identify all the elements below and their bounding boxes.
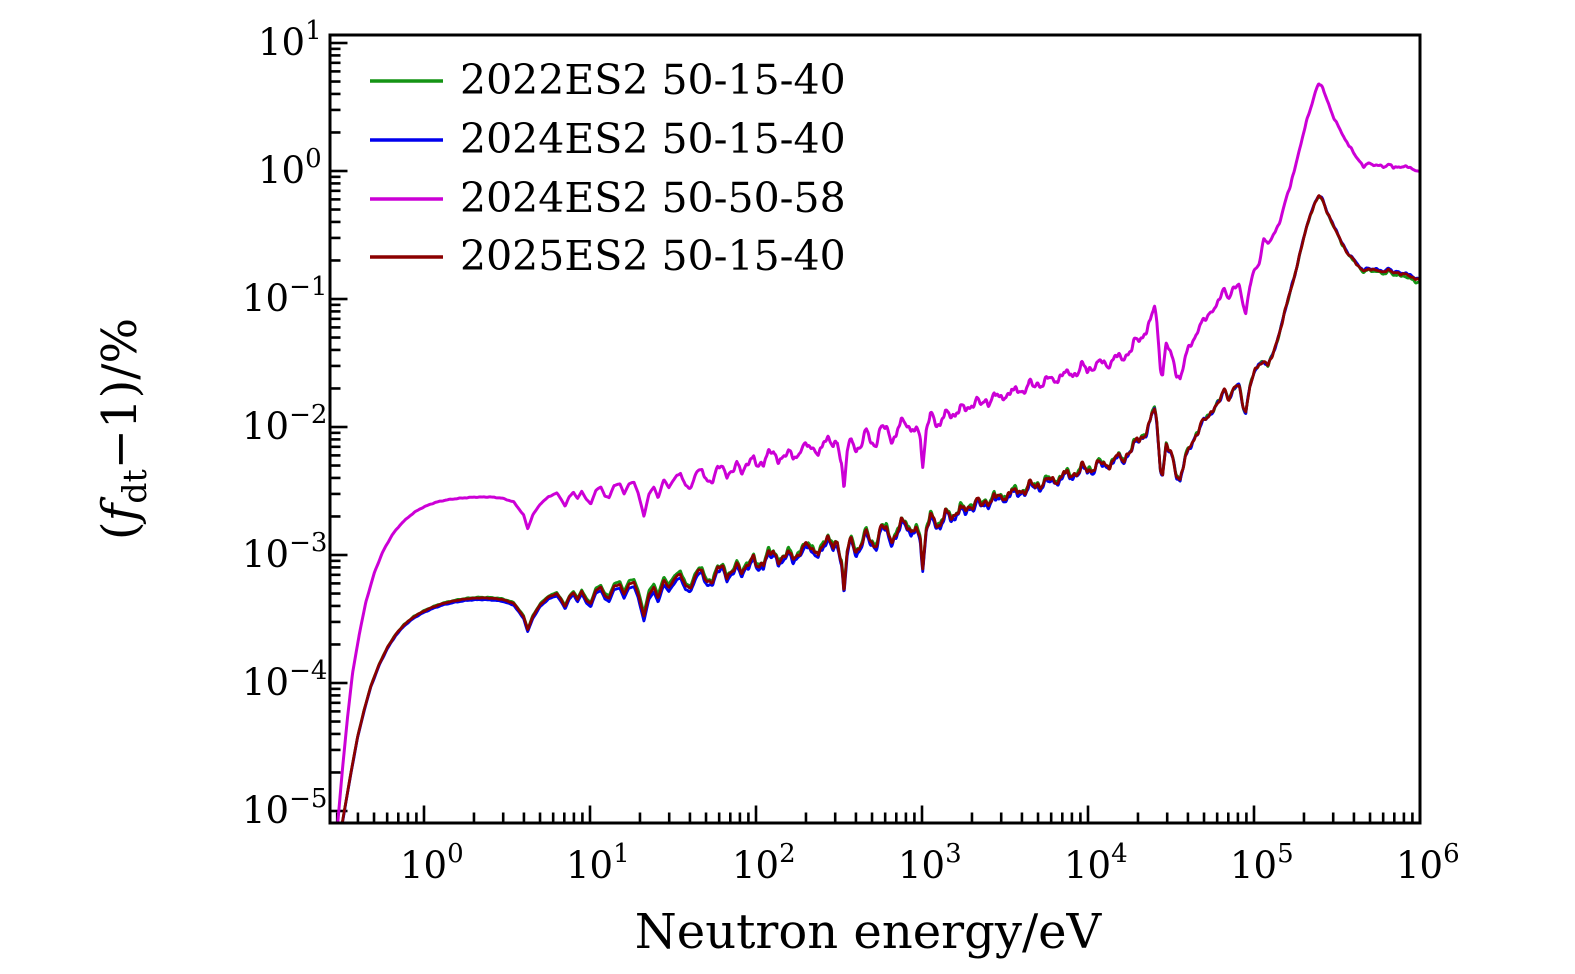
y-tick-label: 10−4 bbox=[242, 656, 327, 704]
data-curves bbox=[336, 82, 1419, 822]
x-tick-label: 103 bbox=[898, 839, 962, 887]
tick-labels: 100 101 102 103 104 105 106 10−5 10−4 10−3 10−2 10−… bbox=[242, 16, 1460, 887]
y-tick-label: 101 bbox=[258, 16, 322, 64]
axis-ticks bbox=[331, 41, 1422, 822]
y-tick-label: 10−1 bbox=[242, 272, 327, 320]
y-axis-label-text: (fdt−1)/% bbox=[92, 318, 154, 540]
legend-label: 2024ES2 50-15-40 bbox=[460, 115, 846, 163]
x-tick-label: 106 bbox=[1396, 839, 1460, 887]
x-tick-label: 100 bbox=[400, 839, 464, 887]
series-curve-1 bbox=[341, 194, 1419, 822]
legend-label: 2022ES2 50-15-40 bbox=[460, 56, 846, 104]
legend: 2022ES2 50-15-40 2024ES2 50-15-40 2024ES2 … bbox=[370, 56, 846, 280]
series-curve-3 bbox=[341, 194, 1419, 822]
axes-frame bbox=[328, 33, 1422, 825]
legend-entry: 2025ES2 50-15-40 bbox=[370, 232, 846, 280]
y-tick-label: 10−2 bbox=[242, 400, 327, 448]
series-curve-2 bbox=[336, 82, 1419, 822]
legend-label: 2025ES2 50-15-40 bbox=[460, 232, 846, 280]
legend-entry: 2024ES2 50-50-58 bbox=[370, 174, 846, 222]
x-tick-label: 104 bbox=[1064, 839, 1128, 887]
legend-entry: 2024ES2 50-15-40 bbox=[370, 115, 846, 163]
y-tick-label: 10−5 bbox=[242, 784, 327, 832]
x-tick-label: 101 bbox=[566, 839, 630, 887]
x-tick-label: 105 bbox=[1230, 839, 1294, 887]
y-tick-label: 100 bbox=[258, 144, 322, 192]
y-tick-label: 10−3 bbox=[242, 528, 327, 576]
legend-label: 2024ES2 50-50-58 bbox=[460, 174, 846, 222]
x-axis-label: Neutron energy/eV bbox=[635, 904, 1103, 960]
series-curve-0 bbox=[341, 195, 1419, 822]
x-tick-label: 102 bbox=[732, 839, 796, 887]
y-axis-label: (fdt−1)/% bbox=[92, 318, 154, 540]
legend-entry: 2022ES2 50-15-40 bbox=[370, 56, 846, 104]
